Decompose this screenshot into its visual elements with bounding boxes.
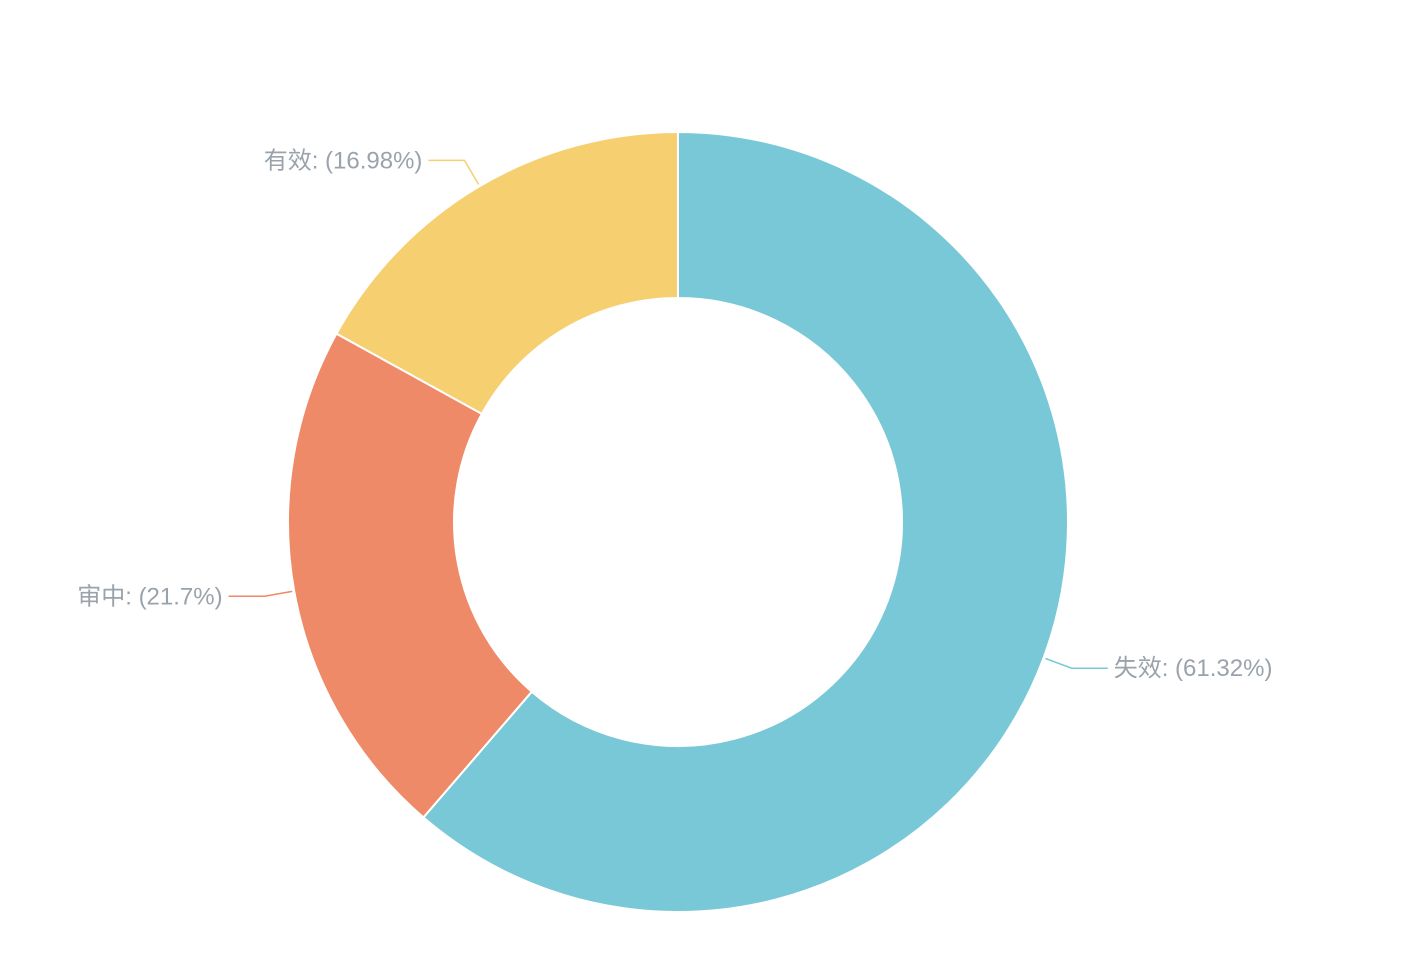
slice-shixiao[interactable] xyxy=(422,130,1069,913)
slice-youxiao[interactable] xyxy=(335,130,679,416)
leaders-layer xyxy=(228,159,1108,669)
slice-label-youxiao: 有效: (16.98%) xyxy=(264,147,423,174)
slice-label-shixiao: 失效: (61.32%) xyxy=(1114,655,1273,682)
slices-layer xyxy=(287,130,1069,913)
slice-shenzhong[interactable] xyxy=(287,332,534,819)
leader-line-shixiao xyxy=(1045,657,1108,669)
leader-line-youxiao xyxy=(428,159,480,185)
leader-line-shenzhong xyxy=(228,590,293,598)
labels-layer: 失效: (61.32%) 审中: (21.7%) 有效: (16.98%) xyxy=(77,147,1272,682)
slice-label-shenzhong: 审中: (21.7%) xyxy=(77,583,222,610)
